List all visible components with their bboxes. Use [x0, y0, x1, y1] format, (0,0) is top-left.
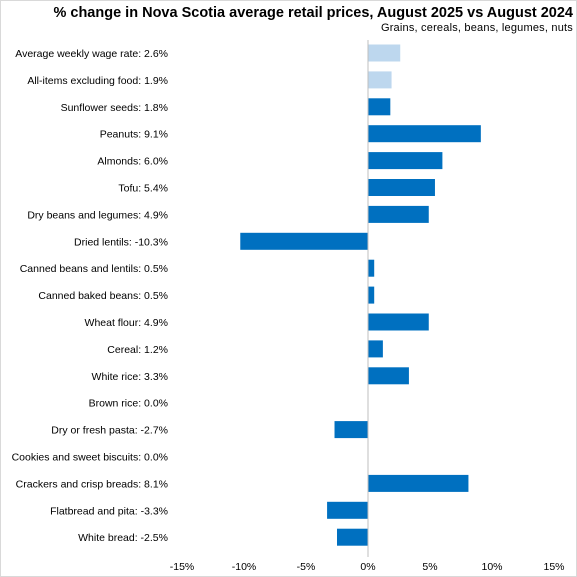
bar — [368, 259, 375, 277]
category-label: Cookies and sweet biscuits: 0.0% — [12, 452, 168, 464]
category-label: White bread: -2.5% — [78, 532, 168, 544]
category-label: Crackers and crisp breads: 8.1% — [16, 478, 168, 490]
x-tick-label: -15% — [170, 561, 195, 573]
bar — [368, 152, 443, 170]
category-label: All-items excluding food: 1.9% — [27, 75, 168, 87]
x-tick-label: 15% — [543, 561, 564, 573]
bar — [368, 125, 481, 143]
chart-subtitle: Grains, cereals, beans, legumes, nuts — [380, 22, 573, 34]
x-axis-ticks: -15% -10% -5% 0% 5% 10% 15% — [170, 561, 565, 573]
x-tick-label: -5% — [297, 561, 316, 573]
bar — [327, 501, 368, 519]
bar — [368, 474, 469, 492]
category-label: Dry or fresh pasta: -2.7% — [51, 425, 168, 437]
category-label: Canned baked beans: 0.5% — [38, 290, 168, 302]
bar — [368, 44, 401, 62]
bar — [368, 367, 409, 385]
category-label: Brown rice: 0.0% — [89, 398, 168, 410]
category-label: Almonds: 6.0% — [97, 156, 168, 168]
category-label: Tofu: 5.4% — [118, 183, 168, 195]
bar — [368, 313, 429, 331]
bar — [368, 179, 435, 196]
bar — [334, 421, 368, 439]
category-label: White rice: 3.3% — [92, 371, 168, 383]
x-tick-label: -10% — [232, 561, 257, 573]
x-tick-label: 10% — [481, 561, 502, 573]
category-labels: Average weekly wage rate: 2.6% All-items … — [12, 48, 168, 544]
bar — [368, 205, 429, 223]
bars-group — [240, 44, 481, 546]
bar — [368, 340, 383, 358]
chart-title: % change in Nova Scotia average retail p… — [53, 5, 573, 21]
category-label: Canned beans and lentils: 0.5% — [20, 263, 168, 275]
bar — [368, 71, 392, 89]
category-label: Dried lentils: -10.3% — [74, 236, 168, 248]
category-label: Average weekly wage rate: 2.6% — [15, 48, 168, 60]
x-tick-label: 0% — [360, 561, 375, 573]
category-label: Sunflower seeds: 1.8% — [61, 102, 168, 114]
bar — [337, 528, 368, 546]
category-label: Cereal: 1.2% — [107, 344, 168, 356]
category-label: Dry beans and legumes: 4.9% — [27, 209, 168, 221]
x-tick-label: 5% — [422, 561, 437, 573]
bar — [240, 232, 368, 250]
bar — [368, 98, 391, 116]
category-label: Flatbread and pita: -3.3% — [50, 505, 168, 517]
category-label: Peanuts: 9.1% — [100, 129, 168, 141]
category-label: Wheat flour: 4.9% — [85, 317, 168, 329]
bar — [368, 286, 375, 304]
